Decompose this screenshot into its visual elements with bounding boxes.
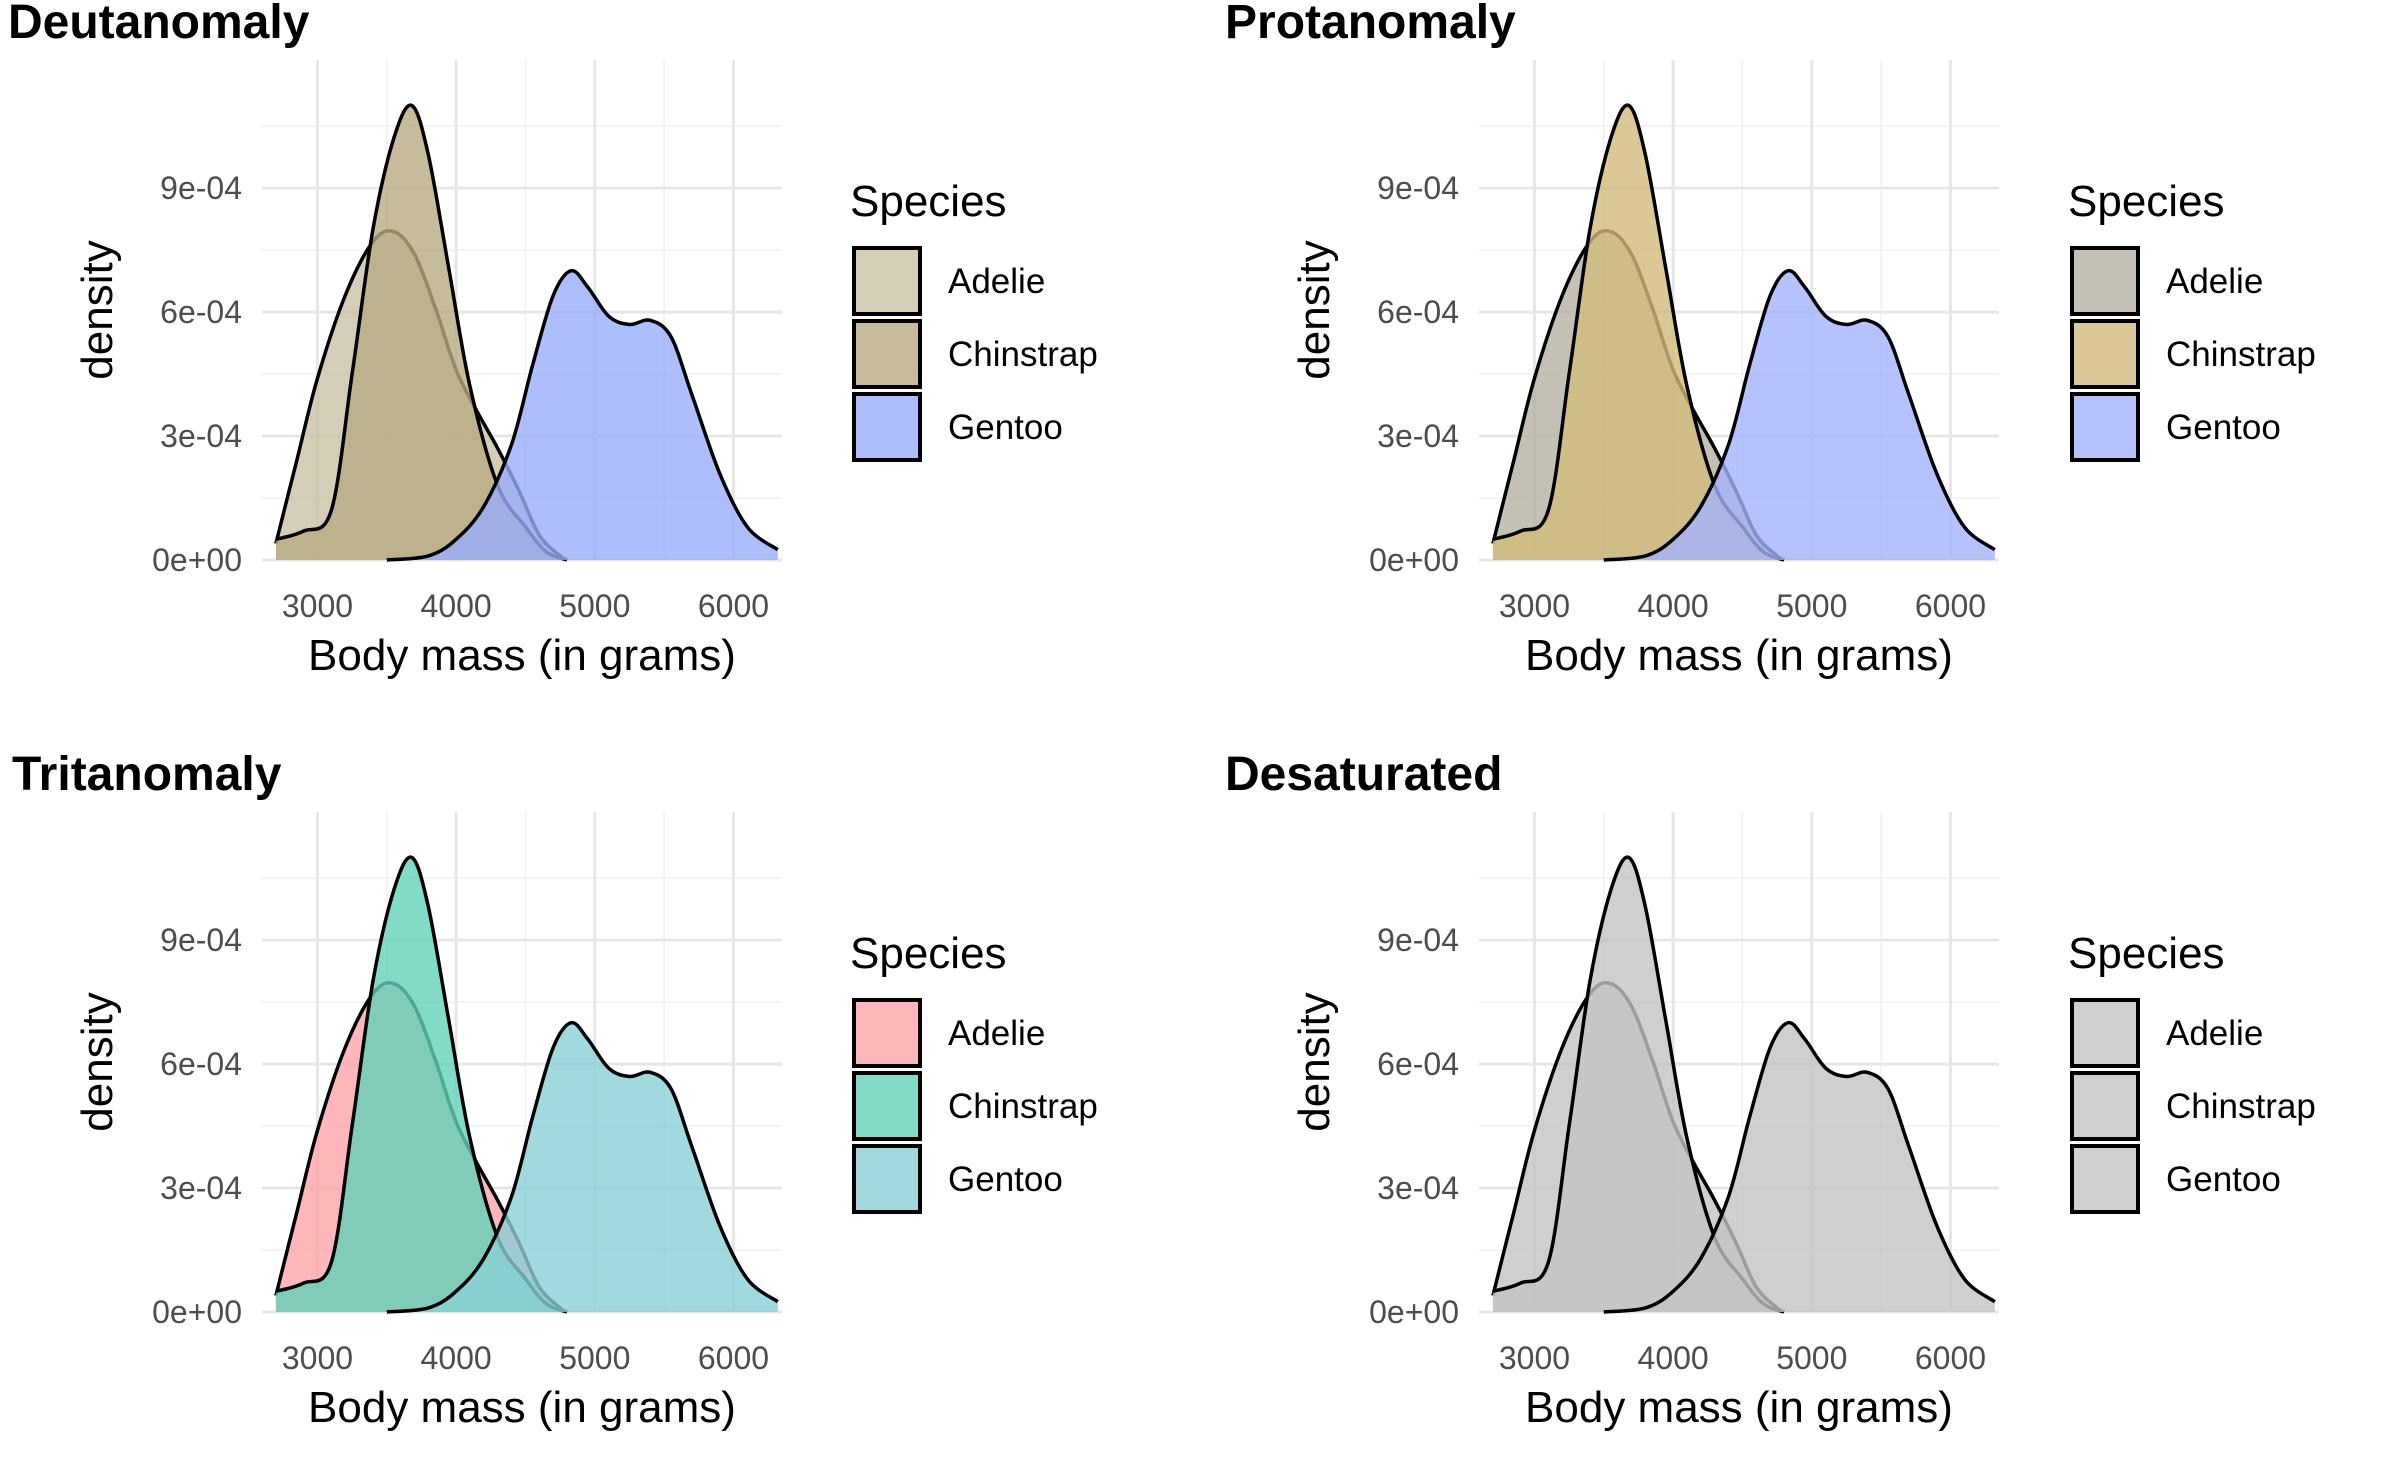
x-tick-label: 4000 bbox=[1638, 1340, 1709, 1376]
legend-key-chinstrap bbox=[2070, 319, 2140, 389]
y-tick-label: 3e-04 bbox=[160, 1170, 242, 1206]
panel-protanomaly: 3000 4000 5000 6000 0e+00 3e-04 6e-04 9e-04 Body… bbox=[1225, 0, 2316, 680]
legend-label-gentoo: Gentoo bbox=[948, 408, 1063, 447]
legend: Species Adelie Chinstrap Gentoo bbox=[850, 929, 1098, 1214]
y-tick-label: 3e-04 bbox=[1377, 1170, 1459, 1206]
legend-label-gentoo: Gentoo bbox=[2166, 408, 2281, 447]
x-tick-label: 5000 bbox=[1776, 1340, 1847, 1376]
density-area-gentoo bbox=[1603, 270, 1995, 560]
x-tick-label: 6000 bbox=[698, 1340, 769, 1376]
y-tick-label: 0e+00 bbox=[1369, 542, 1459, 578]
legend-label-adelie: Adelie bbox=[2166, 262, 2263, 301]
x-tick-label: 6000 bbox=[1915, 588, 1986, 624]
y-axis-title: density bbox=[73, 992, 122, 1131]
x-axis-title: Body mass (in grams) bbox=[1525, 1383, 1953, 1432]
density-line-gentoo bbox=[386, 1020, 779, 1314]
panel-title: Protanomaly bbox=[1225, 0, 1516, 49]
x-axis-title: Body mass (in grams) bbox=[1525, 631, 1953, 680]
legend-title: Species bbox=[850, 929, 1007, 978]
legend-label-adelie: Adelie bbox=[948, 1014, 1045, 1053]
y-tick-label: 9e-04 bbox=[160, 170, 242, 206]
legend-label-chinstrap: Chinstrap bbox=[2166, 1087, 2316, 1126]
legend-title: Species bbox=[850, 177, 1007, 226]
x-tick-label: 4000 bbox=[421, 588, 492, 624]
y-tick-label: 6e-04 bbox=[1377, 294, 1459, 330]
y-tick-label: 3e-04 bbox=[1377, 418, 1459, 454]
x-tick-label: 4000 bbox=[421, 1340, 492, 1376]
legend-label-chinstrap: Chinstrap bbox=[2166, 335, 2316, 374]
x-tick-label: 6000 bbox=[1915, 1340, 1986, 1376]
legend-key-adelie bbox=[852, 998, 922, 1068]
legend-title: Species bbox=[2068, 177, 2225, 226]
y-axis-title: density bbox=[1290, 992, 1339, 1131]
x-tick-label: 3000 bbox=[1499, 1340, 1570, 1376]
legend-title: Species bbox=[2068, 929, 2225, 978]
legend: Species Adelie Chinstrap Gentoo bbox=[2068, 929, 2316, 1214]
legend-key-gentoo bbox=[852, 392, 922, 462]
legend-key-gentoo bbox=[2070, 1144, 2140, 1214]
density-area-gentoo bbox=[386, 270, 778, 560]
legend-key-adelie bbox=[852, 246, 922, 316]
legend-key-chinstrap bbox=[852, 1071, 922, 1141]
y-tick-label: 9e-04 bbox=[160, 922, 242, 958]
y-axis-title: density bbox=[73, 240, 122, 379]
panel-title: Deutanomaly bbox=[8, 0, 310, 49]
legend-label-gentoo: Gentoo bbox=[2166, 1160, 2281, 1199]
density-line-gentoo bbox=[1603, 1020, 1996, 1314]
density-area-chinstrap bbox=[275, 857, 568, 1312]
legend: Species Adelie Chinstrap Gentoo bbox=[2068, 177, 2316, 462]
panel-title: Desaturated bbox=[1225, 748, 1502, 801]
x-tick-label: 3000 bbox=[282, 1340, 353, 1376]
density-area-chinstrap bbox=[275, 105, 568, 560]
y-tick-label: 3e-04 bbox=[160, 418, 242, 454]
y-axis-title: density bbox=[1290, 240, 1339, 379]
y-tick-label: 9e-04 bbox=[1377, 170, 1459, 206]
x-tick-label: 4000 bbox=[1638, 588, 1709, 624]
density-area-chinstrap bbox=[1492, 857, 1785, 1312]
legend-label-chinstrap: Chinstrap bbox=[948, 335, 1098, 374]
y-tick-label: 0e+00 bbox=[152, 542, 242, 578]
y-tick-label: 6e-04 bbox=[160, 294, 242, 330]
legend-key-chinstrap bbox=[2070, 1071, 2140, 1141]
x-axis-title: Body mass (in grams) bbox=[308, 631, 736, 680]
legend-label-adelie: Adelie bbox=[948, 262, 1045, 301]
legend-label-chinstrap: Chinstrap bbox=[948, 1087, 1098, 1126]
y-tick-label: 9e-04 bbox=[1377, 922, 1459, 958]
legend-key-adelie bbox=[2070, 998, 2140, 1068]
density-area-gentoo bbox=[386, 1022, 778, 1312]
x-tick-label: 6000 bbox=[698, 588, 769, 624]
x-tick-label: 5000 bbox=[559, 1340, 630, 1376]
legend-key-gentoo bbox=[852, 1144, 922, 1214]
legend-key-chinstrap bbox=[852, 319, 922, 389]
panel-title: Tritanomaly bbox=[12, 748, 282, 801]
density-line-gentoo bbox=[1603, 268, 1996, 562]
density-area-gentoo bbox=[1603, 1022, 1995, 1312]
x-tick-label: 5000 bbox=[1776, 588, 1847, 624]
panel-deutanomaly: 3000 4000 5000 6000 0e+00 3e-04 6e-04 9e-04 Body… bbox=[8, 0, 1098, 680]
density-line-gentoo bbox=[386, 268, 779, 562]
density-area-chinstrap bbox=[1492, 105, 1785, 560]
panel-tritanomaly: 3000 4000 5000 6000 0e+00 3e-04 6e-04 9e-04 Body… bbox=[12, 748, 1098, 1432]
y-tick-label: 6e-04 bbox=[160, 1046, 242, 1082]
legend-key-adelie bbox=[2070, 246, 2140, 316]
y-tick-label: 0e+00 bbox=[1369, 1294, 1459, 1330]
legend-label-gentoo: Gentoo bbox=[948, 1160, 1063, 1199]
x-axis-title: Body mass (in grams) bbox=[308, 1383, 736, 1432]
y-tick-label: 6e-04 bbox=[1377, 1046, 1459, 1082]
panel-desaturated: 3000 4000 5000 6000 0e+00 3e-04 6e-04 9e-04 Body… bbox=[1225, 748, 2316, 1432]
legend-key-gentoo bbox=[2070, 392, 2140, 462]
y-tick-label: 0e+00 bbox=[152, 1294, 242, 1330]
x-tick-label: 3000 bbox=[282, 588, 353, 624]
x-tick-label: 5000 bbox=[559, 588, 630, 624]
legend-label-adelie: Adelie bbox=[2166, 1014, 2263, 1053]
x-tick-label: 3000 bbox=[1499, 588, 1570, 624]
legend: Species Adelie Chinstrap Gentoo bbox=[850, 177, 1098, 462]
